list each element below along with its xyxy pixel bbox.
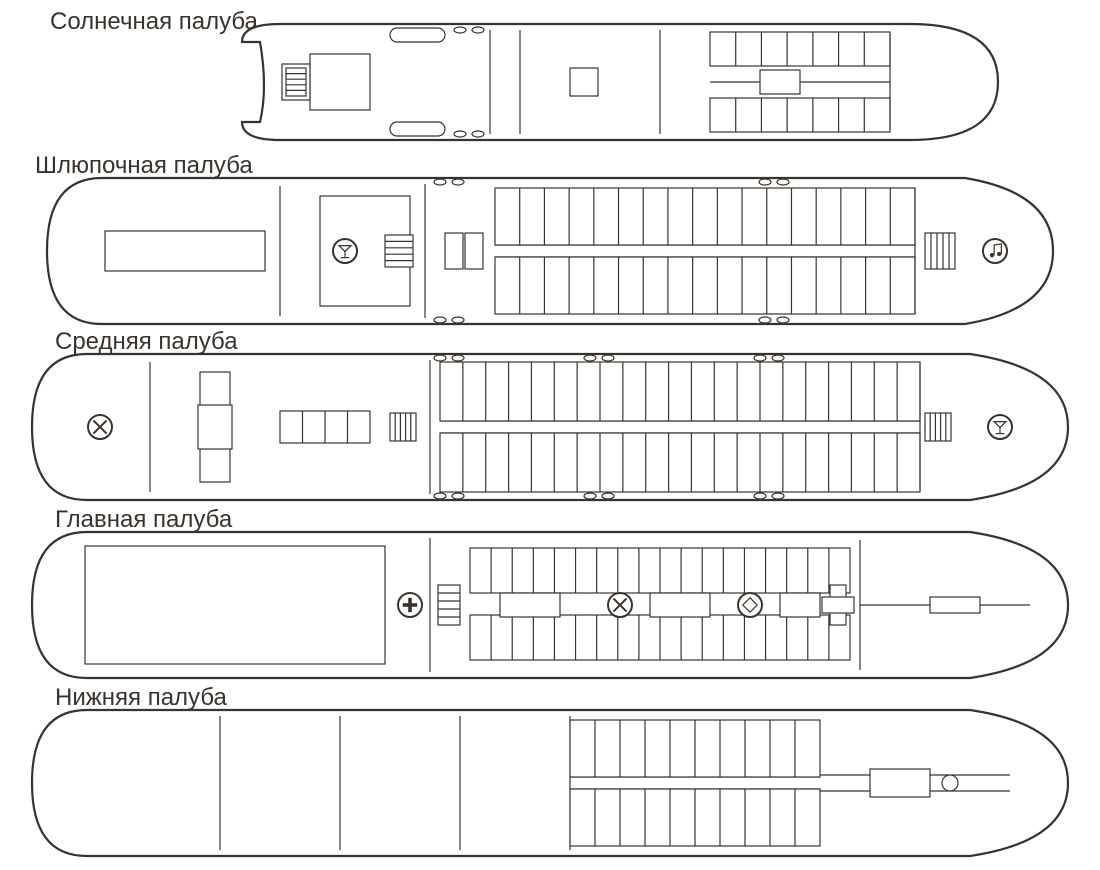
- deck-label-sun: Солнечная палуба: [50, 8, 258, 36]
- deck-boat: [45, 176, 1055, 326]
- music-icon: [983, 239, 1007, 263]
- medical-icon: [398, 593, 422, 617]
- deck-middle: [30, 352, 1070, 502]
- deck-main: [30, 530, 1070, 680]
- cocktail-icon: [333, 239, 357, 263]
- service-icon-1: [608, 593, 632, 617]
- deck-sun: [240, 22, 1000, 142]
- service-icon-2: [738, 593, 762, 617]
- deck-plan-diagram: Солнечная палубаШлюпочная палубаСредняя …: [0, 0, 1100, 870]
- deck-lower: [30, 708, 1070, 858]
- restaurant-icon: [88, 415, 112, 439]
- bar-icon: [988, 415, 1012, 439]
